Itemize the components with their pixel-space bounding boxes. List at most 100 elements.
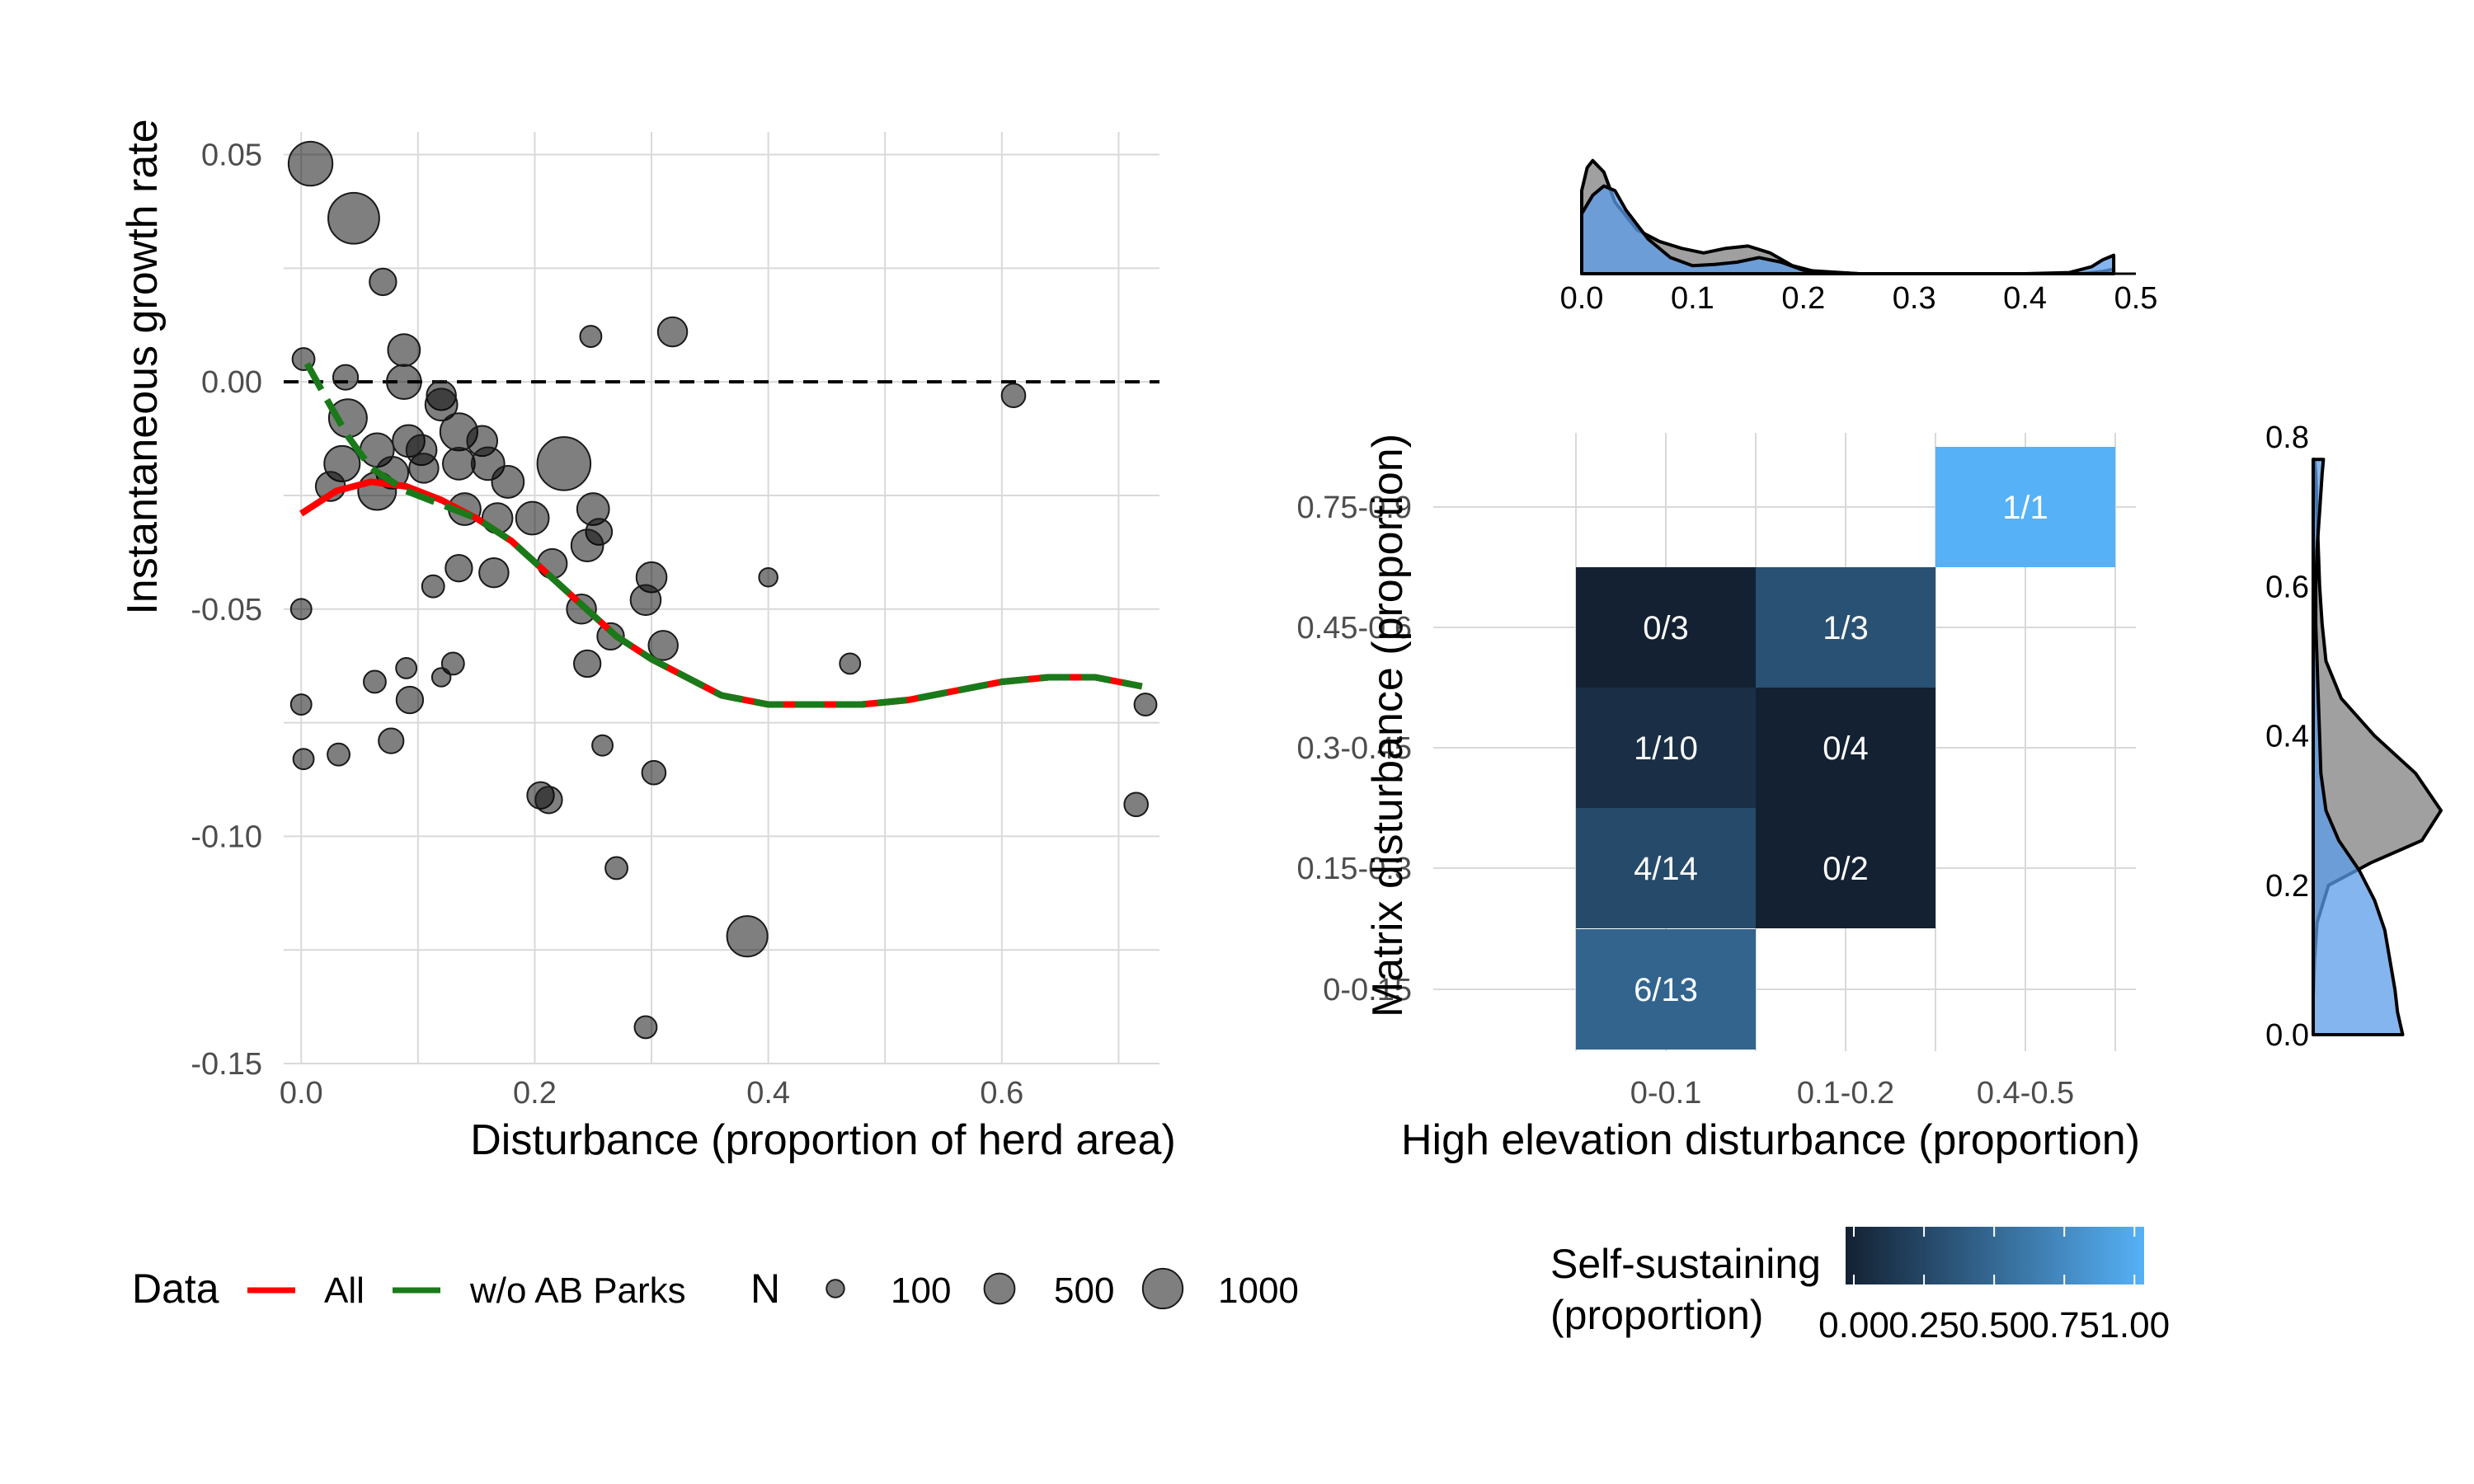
scatter-point: [289, 598, 313, 621]
scatter-y-ticks: 0.05 0.00 -0.05 -0.10 -0.15: [190, 139, 262, 1082]
top-density-x-tick-label: 0.2: [1781, 281, 1825, 316]
heatmap-panel: 0/3 1/3 1/10 0/4 4/14 0/2 6/13 1/1 0-0.1 0.1-0.2…: [1297, 433, 2140, 1164]
right-density-y-tick-label: 0.4: [2265, 720, 2309, 754]
scatter-point: [327, 742, 350, 767]
colorbar-ticks: 0.00 0.25 0.50 0.75 1.00: [1818, 1227, 2170, 1345]
right-density-y-ticks: 0.8 0.6 0.4 0.2 0.0: [2265, 420, 2309, 1053]
legend-size-symbols: [825, 1267, 1184, 1310]
scatter-point: [491, 465, 525, 499]
scatter-y-tick-label: 0.00: [201, 365, 262, 400]
right-density-y-tick-label: 0.0: [2265, 1018, 2309, 1053]
heatmap-cell-label: 1/10: [1634, 730, 1698, 767]
scatter-point: [515, 500, 550, 536]
legend-data-title: Data: [132, 1266, 219, 1312]
scatter-point: [289, 693, 313, 716]
heatmap-y-tick-label: 0.75-0.9: [1297, 491, 1412, 525]
heatmap-cell-label: 1/3: [1823, 610, 1869, 646]
colorbar-title-line2: (proportion): [1550, 1292, 1763, 1338]
scatter-point: [604, 856, 628, 881]
scatter-panel: 0.0 0.2 0.4 0.6 0.05 0.00 -0.05 -0.10 -0.15 Dis…: [119, 119, 1176, 1164]
heatmap-x-tick-label: 0.1-0.2: [1797, 1076, 1894, 1111]
legend-size-title: N: [750, 1266, 780, 1312]
right-density-marginal: 0.8 0.6 0.4 0.2 0.0: [2265, 420, 2443, 1053]
scatter-point: [395, 657, 418, 679]
legend-size-symbol: [983, 1272, 1016, 1305]
scatter-point: [292, 748, 315, 771]
heatmap-cell: [1576, 808, 1756, 928]
scatter-point: [386, 364, 422, 401]
legend-size-1000-label: 1000: [1218, 1270, 1299, 1311]
scatter-y-tick-label: -0.05: [190, 593, 262, 627]
scatter-point: [641, 759, 667, 786]
scatter-point: [369, 267, 397, 297]
heatmap-x-ticks: 0-0.1 0.1-0.2 0.4-0.5: [1630, 1076, 2074, 1111]
scatter-point: [1000, 383, 1027, 409]
scatter-point: [758, 566, 778, 588]
scatter-grid: [284, 132, 1159, 1064]
scatter-x-tick-label: 0.4: [746, 1076, 790, 1111]
left-legend: Data All w/o AB Parks N 100 500 1000: [132, 1266, 1299, 1312]
scatter-point: [408, 453, 440, 484]
heatmap-x-tick-label: 0-0.1: [1630, 1076, 1702, 1111]
top-density-x-tick-label: 0.0: [1560, 281, 1604, 316]
scatter-point: [534, 786, 563, 815]
top-density-x-ticks: 0.0 0.1 0.2 0.3 0.4 0.5: [1560, 281, 2158, 316]
heatmap-y-tick-label: 0-0.15: [1323, 973, 1412, 1007]
scatter-point: [442, 447, 476, 481]
scatter-point: [378, 727, 405, 754]
heatmap-cell: [1756, 688, 1935, 808]
colorbar-title-line1: Self-sustaining: [1550, 1241, 1821, 1287]
heatmap-cells: 0/3 1/3 1/10 0/4 4/14 0/2 6/13 1/1: [1576, 447, 2115, 1050]
heatmap-x-axis-title: High elevation disturbance (proportion): [1401, 1116, 2140, 1164]
curve-wo-ab-parks: [303, 362, 1143, 708]
colorbar-tick-label: 1.00: [2099, 1305, 2170, 1345]
heatmap-cell: [1756, 567, 1935, 688]
scatter-point: [421, 574, 445, 599]
scatter-point: [591, 734, 614, 757]
scatter-point: [444, 554, 473, 583]
colorbar-tick-label: 0.00: [1818, 1305, 1889, 1345]
top-density-x-tick-label: 0.4: [2003, 281, 2047, 316]
scatter-point: [570, 528, 604, 562]
scatter-point: [387, 333, 421, 367]
heatmap-cell-label: 0/2: [1823, 851, 1869, 887]
top-density-x-tick-label: 0.5: [2114, 281, 2158, 316]
scatter-point: [572, 649, 602, 679]
scatter-point: [395, 685, 425, 715]
scatter-y-axis-title: Instantaneous growth rate: [119, 119, 167, 614]
legend-size-100-label: 100: [891, 1270, 951, 1311]
scatter-point: [430, 667, 452, 688]
heatmap-cell-label: 0/4: [1823, 730, 1869, 767]
heatmap-x-tick-label: 0.4-0.5: [1977, 1076, 2074, 1111]
scatter-point: [633, 1015, 658, 1040]
scatter-y-tick-label: -0.10: [190, 819, 262, 854]
scatter-point: [332, 364, 360, 391]
scatter-y-tick-label: 0.05: [201, 139, 262, 173]
scatter-point: [1133, 693, 1158, 716]
heatmap-y-tick-label: 0.45-0.6: [1297, 611, 1412, 646]
top-density-x-tick-label: 0.3: [1893, 281, 1936, 316]
scatter-point: [839, 652, 862, 675]
scatter-point: [656, 316, 689, 348]
right-density-areas: [2312, 458, 2443, 1036]
colorbar-tick-label: 0.25: [1888, 1305, 1959, 1345]
heatmap-cell: [1756, 808, 1935, 928]
scatter-point: [596, 622, 625, 651]
scatter-x-tick-label: 0.0: [280, 1076, 323, 1111]
legend-size-500-label: 500: [1054, 1270, 1114, 1311]
right-density-y-tick-label: 0.6: [2265, 570, 2309, 604]
heatmap-y-axis-title: Matrix disturbance (proportion): [1364, 434, 1412, 1017]
scatter-x-axis-title: Disturbance (proportion of herd area): [470, 1116, 1176, 1164]
heatmap-cell: [1576, 929, 1756, 1050]
scatter-point: [629, 584, 662, 617]
legend-size-symbol: [825, 1279, 845, 1298]
scatter-point: [363, 669, 387, 694]
right-density-y-tick-label: 0.2: [2265, 869, 2309, 904]
scatter-y-tick-label: -0.15: [190, 1047, 262, 1082]
top-density-marginal: 0.0 0.1 0.2 0.3 0.4 0.5: [1560, 158, 2158, 316]
colorbar-legend: Self-sustaining (proportion) 0.00 0.25 0.5…: [1550, 1227, 2170, 1345]
scatter-point: [726, 915, 769, 958]
scatter-x-ticks: 0.0 0.2 0.4 0.6: [280, 1076, 1023, 1111]
heatmap-cell: [1576, 688, 1756, 808]
